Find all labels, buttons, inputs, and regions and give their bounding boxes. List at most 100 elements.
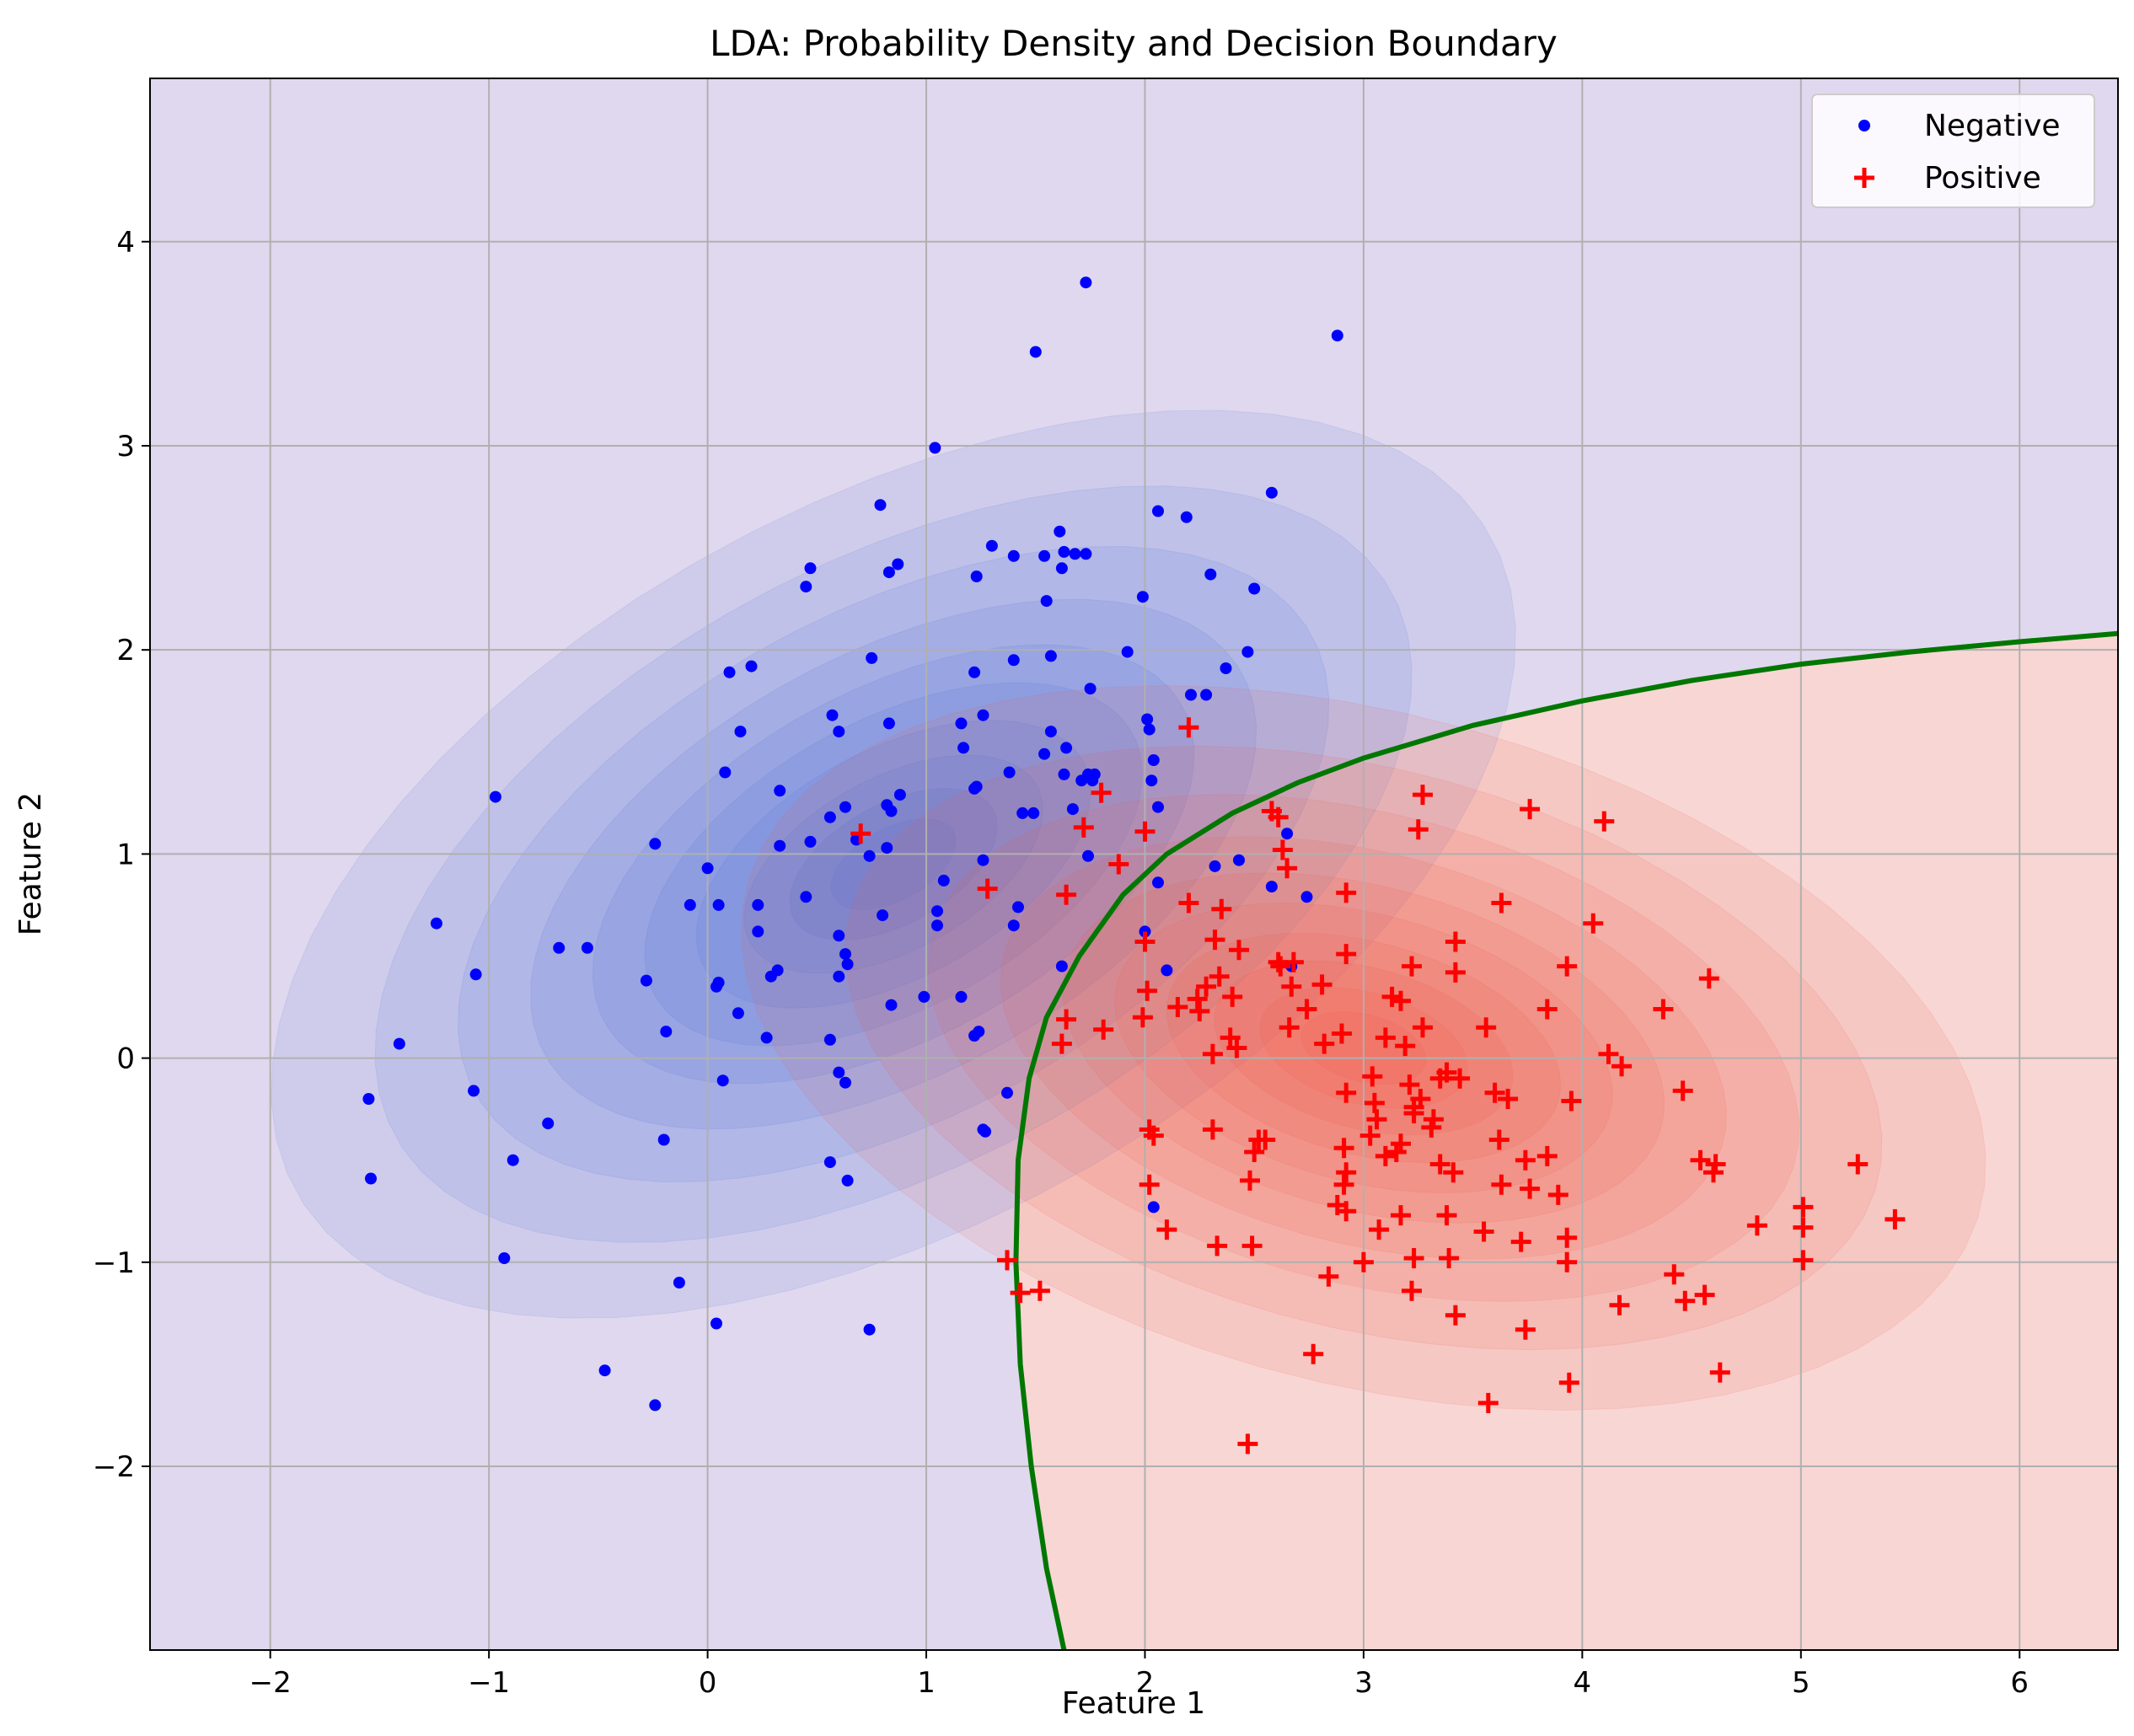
- negative-point: [723, 666, 736, 678]
- positive-point: [1520, 799, 1541, 820]
- negative-point: [1141, 713, 1154, 726]
- positive-point: [1402, 956, 1422, 977]
- plot-area: [150, 78, 2118, 1650]
- positive-point: [1277, 858, 1298, 879]
- negative-point: [1075, 774, 1088, 787]
- positive-point: [1510, 1231, 1531, 1252]
- y-tick-label: −1: [93, 1246, 135, 1280]
- x-axis: −2 −1 0 1 2 3 4 5 6: [249, 1650, 2029, 1700]
- positive-point: [1332, 1023, 1352, 1044]
- negative-point: [1139, 925, 1151, 938]
- positive-series: [850, 717, 1906, 1455]
- positive-point: [1093, 1019, 1114, 1040]
- positive-point: [1653, 999, 1674, 1020]
- negative-point: [649, 838, 662, 850]
- positive-point: [1498, 1089, 1519, 1109]
- negative-point: [973, 1026, 985, 1038]
- positive-point: [1375, 1027, 1396, 1048]
- negative-point: [774, 839, 786, 852]
- positive-point: [1241, 1235, 1263, 1256]
- negative-point: [542, 1117, 555, 1130]
- negative-point: [979, 1125, 992, 1138]
- positive-decision-region: [1016, 633, 2118, 1650]
- positive-point: [1445, 962, 1466, 983]
- negative-point: [841, 1174, 854, 1187]
- positive-point: [1395, 1036, 1416, 1057]
- negative-point: [839, 801, 851, 813]
- positive-point: [1336, 1201, 1357, 1222]
- negative-point: [1058, 545, 1070, 558]
- negative-point: [1027, 806, 1040, 819]
- positive-point: [1557, 1251, 1578, 1273]
- negative-point: [1044, 650, 1057, 662]
- y-tick-label: 4: [116, 226, 135, 260]
- positive-point: [1255, 1129, 1276, 1150]
- negative-point: [734, 726, 747, 738]
- negative-point: [931, 919, 943, 932]
- negative-point: [710, 980, 722, 993]
- positive-point: [1369, 1219, 1390, 1240]
- positive-point: [1450, 1068, 1471, 1089]
- chart-title: LDA: Probability Density and Decision Bo…: [710, 23, 1558, 64]
- x-tick-label: 0: [699, 1666, 717, 1700]
- negative-point: [800, 581, 812, 593]
- positive-point: [1167, 997, 1188, 1017]
- negative-point: [712, 898, 725, 911]
- negative-point: [968, 782, 981, 795]
- negative-point: [1058, 768, 1070, 780]
- negative-point: [1180, 511, 1193, 523]
- positive-point: [1333, 1174, 1354, 1195]
- negative-point: [882, 566, 895, 579]
- positive-point: [1229, 940, 1249, 961]
- positive-point: [1139, 1174, 1160, 1195]
- negative-point: [1082, 849, 1094, 862]
- positive-point: [1196, 976, 1217, 997]
- positive-point: [1156, 1219, 1177, 1240]
- x-tick-label: −2: [249, 1666, 292, 1700]
- positive-point: [1407, 819, 1429, 840]
- positive-point: [1189, 1000, 1210, 1021]
- negative-point: [1029, 346, 1042, 358]
- negative-density-level-2: [374, 485, 1413, 1243]
- positive-point: [1336, 1082, 1357, 1103]
- negative-point: [430, 917, 442, 930]
- negative-point: [970, 571, 983, 582]
- negative-point: [774, 785, 786, 797]
- positive-point: [1672, 1080, 1693, 1101]
- positive-point: [1207, 1235, 1228, 1256]
- positive-point: [1583, 913, 1604, 934]
- positive-point: [1187, 989, 1208, 1010]
- negative-point: [1054, 525, 1066, 538]
- positive-point: [1108, 854, 1129, 875]
- positive-point: [1134, 821, 1155, 842]
- positive-point: [1391, 1205, 1411, 1226]
- negative-density-level-8: [743, 754, 1043, 974]
- positive-point: [1051, 1033, 1072, 1054]
- negative-point: [362, 1093, 375, 1105]
- negative-point: [468, 1085, 480, 1097]
- negative-point: [716, 1074, 729, 1087]
- negative-point: [489, 790, 501, 803]
- negative-point: [877, 909, 889, 922]
- positive-point: [1202, 1043, 1223, 1064]
- negative-point: [918, 990, 930, 1003]
- negative-point: [833, 970, 845, 983]
- positive-point: [1443, 1162, 1464, 1183]
- positive-point: [1746, 1215, 1767, 1236]
- negative-point: [881, 842, 893, 855]
- negative-point: [752, 898, 764, 911]
- negative-point: [719, 766, 732, 779]
- positive-point: [1694, 1284, 1715, 1305]
- negative-point: [1084, 683, 1096, 695]
- positive-point: [1178, 717, 1199, 738]
- negative-point: [957, 742, 970, 754]
- negative-point: [1147, 1201, 1160, 1214]
- negative-point: [1040, 595, 1053, 608]
- negative-point: [882, 717, 895, 730]
- negative-point: [752, 925, 764, 938]
- density-contours: [271, 410, 1987, 1411]
- positive-point: [1314, 1033, 1335, 1054]
- positive-point: [1386, 1142, 1407, 1162]
- legend-box: [1811, 94, 2095, 208]
- positive-point: [1557, 956, 1578, 977]
